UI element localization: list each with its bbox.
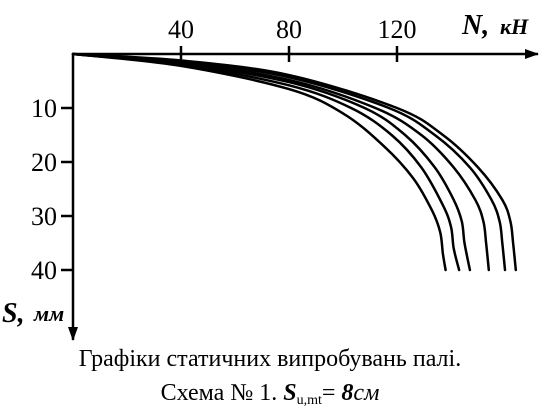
x-tick-label: 40 (168, 15, 194, 44)
series-curve-1 (71, 52, 447, 272)
caption-s-symbol: S (283, 380, 297, 406)
caption-s-unit: см (353, 380, 380, 406)
load-settlement-curves (71, 52, 518, 272)
caption-s-subscript: u,mt (296, 393, 322, 408)
x-axis-symbol: N, (461, 10, 489, 41)
series-curve-6 (71, 52, 518, 272)
y-tick-label: 30 (31, 202, 57, 231)
caption-equals: = (321, 380, 342, 406)
series-curve-4 (71, 52, 491, 272)
caption-scheme-prefix: Схема № 1. (160, 380, 284, 406)
caption-title: Графіки статичних випробувань палі. (78, 346, 462, 372)
series-curve-3 (71, 52, 472, 272)
x-axis-label: N, кН (461, 10, 529, 41)
y-tick-label: 10 (31, 94, 57, 123)
caption-s-value: 8 (341, 380, 354, 406)
x-axis-ticks: 40 80 120 (168, 15, 417, 62)
y-tick-label: 20 (31, 148, 57, 177)
y-axis-unit: мм (33, 301, 64, 326)
x-axis-unit: кН (500, 14, 529, 39)
x-tick-label: 120 (378, 15, 417, 44)
y-tick-label: 40 (31, 256, 57, 285)
series-curve-5 (71, 52, 507, 272)
y-axis-symbol: S, (2, 298, 25, 329)
y-axis-label: S, мм (2, 298, 64, 329)
series-curve-2 (71, 52, 461, 272)
caption-scheme: Схема № 1. Su,mt= 8см (0, 378, 540, 416)
x-tick-label: 80 (276, 15, 302, 44)
y-axis-ticks: 10 20 30 40 (31, 94, 73, 285)
